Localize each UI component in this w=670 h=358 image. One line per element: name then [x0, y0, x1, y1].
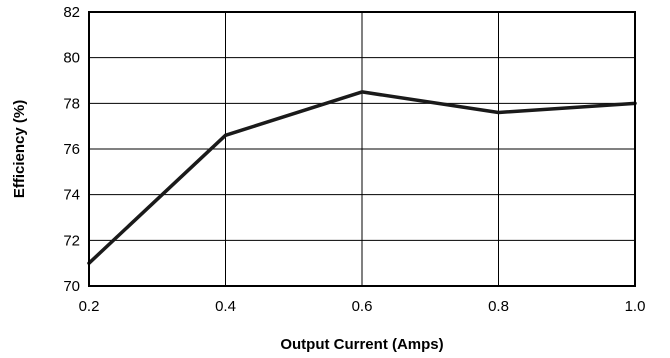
y-tick-label: 80 [63, 50, 80, 67]
x-tick-labels: 0.2 0.4 0.6 0.8 1.0 [79, 298, 646, 315]
data-point [496, 110, 501, 115]
x-tick-label: 0.8 [488, 298, 509, 315]
x-axis-title: Output Current (Amps) [280, 336, 443, 353]
x-tick-label: 0.6 [352, 298, 373, 315]
y-tick-label: 76 [63, 141, 80, 158]
data-point [223, 133, 228, 137]
data-point [360, 90, 364, 94]
y-tick-label: 70 [63, 278, 80, 295]
y-tick-label: 72 [63, 232, 80, 249]
grid-lines [88, 11, 636, 287]
x-tick-label: 0.4 [215, 298, 236, 315]
y-tick-labels: 70 72 74 76 78 80 82 [63, 4, 80, 295]
y-tick-label: 82 [63, 4, 80, 21]
y-tick-label: 78 [63, 95, 80, 112]
x-tick-label: 1.0 [625, 298, 646, 315]
plot-frame [88, 11, 636, 287]
y-tick-label: 74 [63, 187, 80, 204]
x-tick-label: 0.2 [79, 298, 100, 315]
y-axis-title: Efficiency (%) [11, 100, 28, 198]
